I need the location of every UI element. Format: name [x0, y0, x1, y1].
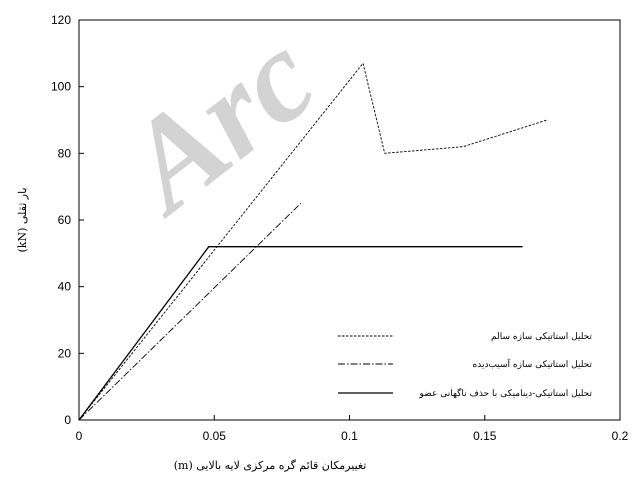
y-axis: 0 20 40 60 80 100 120 [51, 13, 84, 427]
series-layer [78, 62, 548, 421]
x-axis: 0 0.05 0.1 0.15 0.2 [76, 415, 629, 443]
legend: تحلیل استاتیکی سازه سالم تحلیل استاتیکی س… [338, 332, 592, 399]
y-tick-label: 120 [51, 13, 71, 27]
y-tick-label: 0 [64, 413, 71, 427]
y-tick-label: 60 [58, 213, 72, 227]
x-tick-label: 0 [76, 429, 83, 443]
x-tick-label: 0.1 [341, 429, 358, 443]
legend-label-2: تحلیل استاتیکی سازه آسیب‌دیده [473, 358, 593, 370]
x-axis-label: تغییرمکان قائم گره مرکزی لایه بالایی (m) [174, 459, 367, 472]
legend-label-1: تحلیل استاتیکی سازه سالم [491, 332, 592, 342]
x-tick-label: 0.05 [203, 429, 227, 443]
y-axis-label: بار ثقلی (kN) [16, 187, 29, 252]
y-tick-label: 100 [51, 80, 71, 94]
y-tick-label: 80 [58, 146, 72, 160]
series-line-3 [78, 246, 523, 421]
y-tick-label: 40 [58, 280, 72, 294]
y-tick-label: 20 [58, 346, 72, 360]
legend-label-3: تحلیل استاتیکی-دینامیکی با حذف ناگهانی ع… [419, 387, 593, 399]
x-tick-label: 0.15 [473, 429, 497, 443]
series-line-1 [78, 62, 548, 421]
series-line-2 [78, 202, 302, 421]
x-tick-label: 0.2 [612, 429, 629, 443]
watermark-text: Arc [94, 4, 342, 242]
